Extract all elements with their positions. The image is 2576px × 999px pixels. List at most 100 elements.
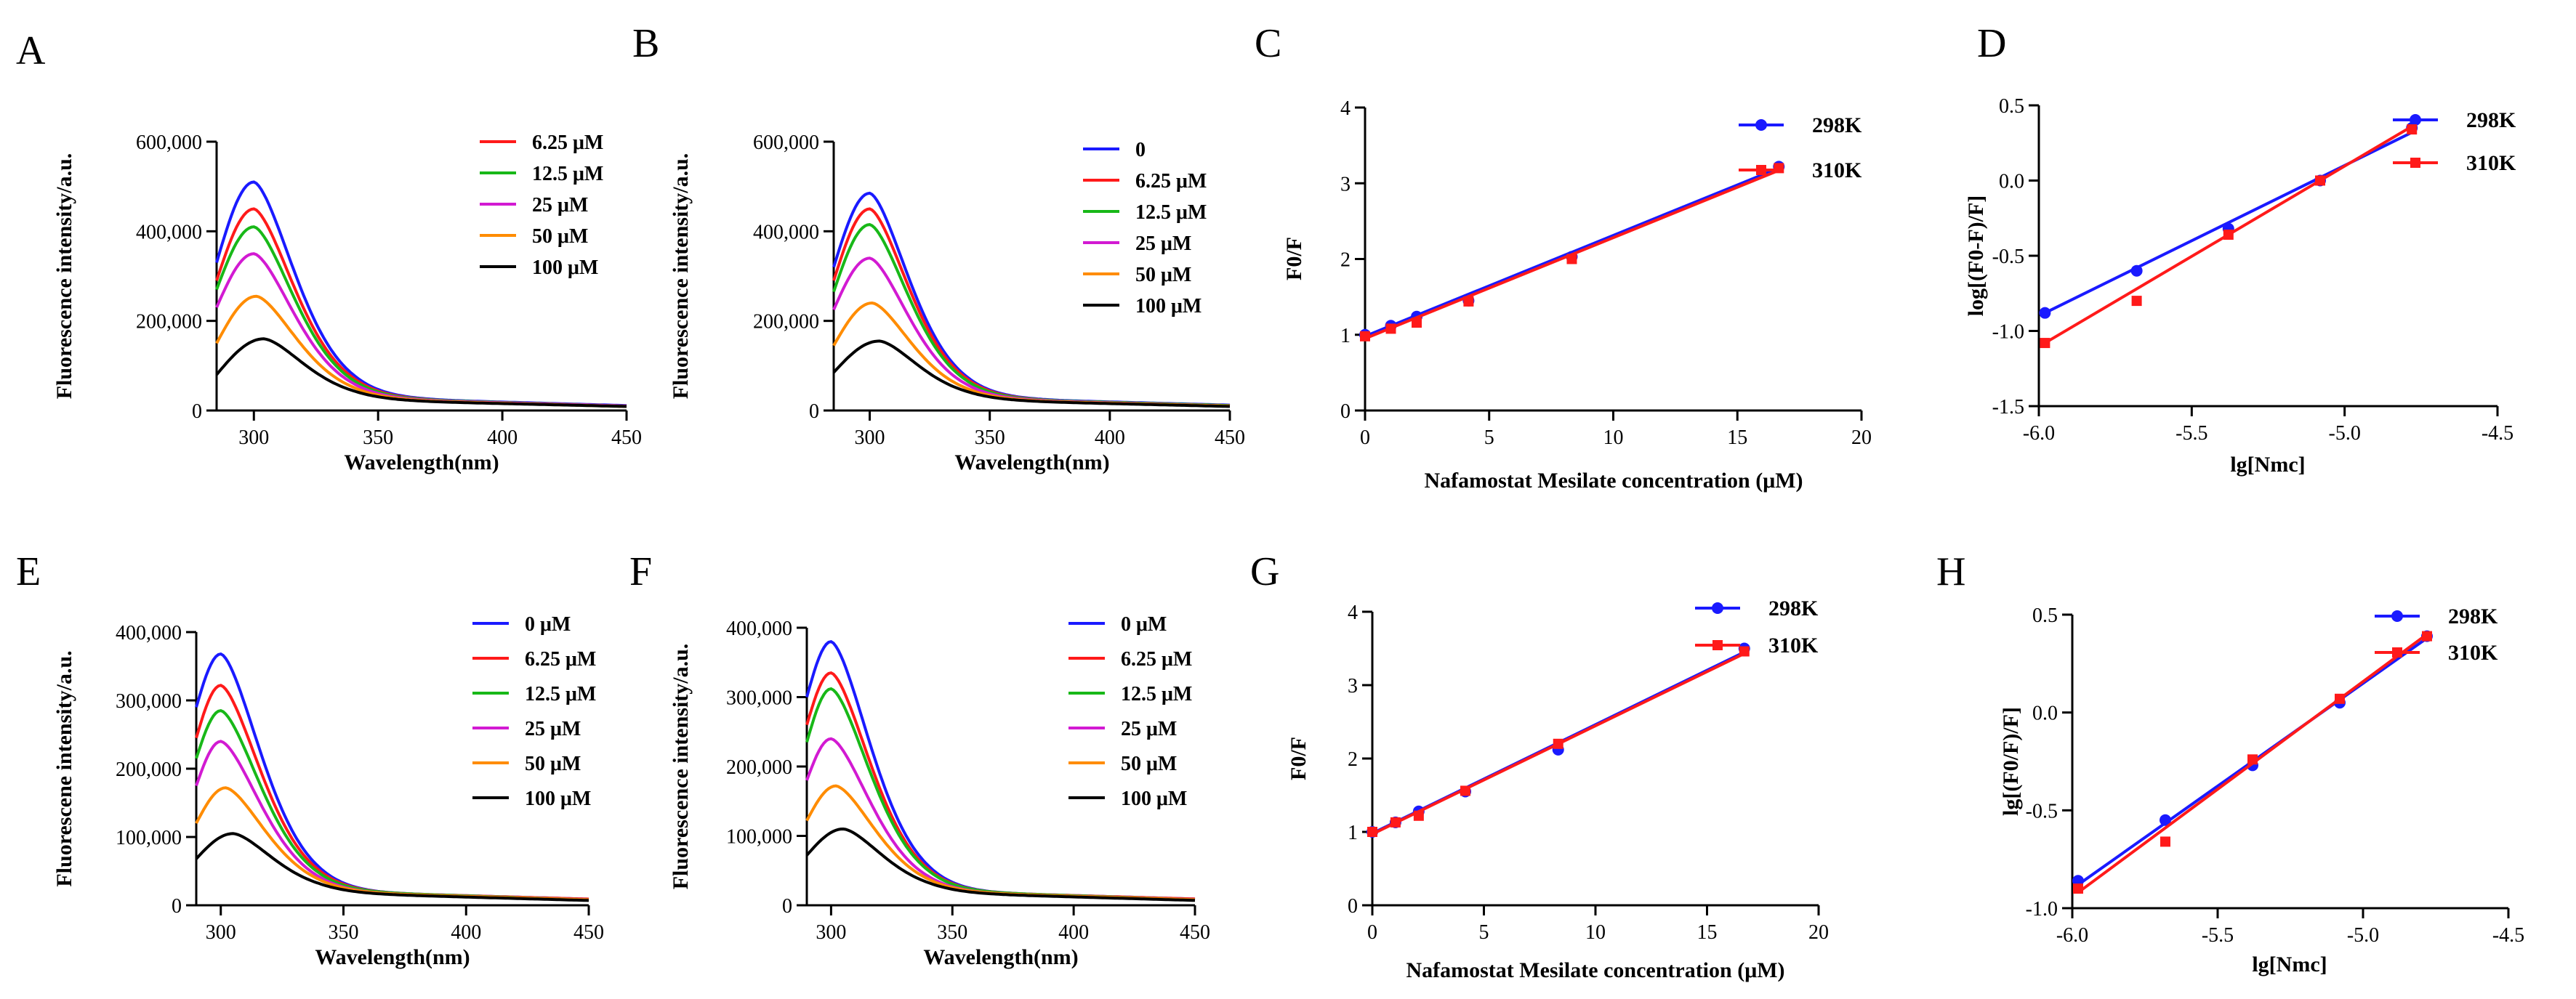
y-tick-label: 3 — [1348, 675, 1358, 697]
legend-label: 12.5 μM — [1135, 201, 1207, 224]
y-tick-label: 2 — [1348, 748, 1358, 771]
data-point-310K — [2040, 338, 2050, 349]
x-tick-label: 400 — [1058, 921, 1089, 944]
data-point-310K — [1412, 318, 1422, 328]
data-point-310K — [1774, 163, 1784, 174]
y-tick-label: 0 — [1340, 400, 1351, 423]
y-tick-label: -0.5 — [1992, 246, 2024, 268]
data-point-310K — [1360, 331, 1370, 341]
x-tick-label: 350 — [363, 426, 393, 449]
y-tick-label: 200,000 — [136, 311, 202, 333]
legend-marker — [1755, 119, 1767, 131]
data-point-310K — [2131, 296, 2142, 307]
data-point-298K — [2130, 264, 2143, 277]
x-tick-label: -5.0 — [2347, 924, 2379, 947]
panel-c: 0 1 2 3 4 0 5 10 15 20 Nafamostat Mesilate concent… — [1282, 97, 1872, 493]
y-tick-label: 0 — [782, 895, 792, 918]
y-axis-label: Fluorescene intensity/a.u. — [52, 650, 76, 886]
y-tick-label: 0.0 — [2032, 703, 2058, 725]
y-tick-label: 100,000 — [726, 826, 792, 849]
legend-label: 12.5 μM — [1121, 683, 1192, 705]
data-point-310K — [1460, 785, 1471, 796]
legend-label: 298K — [2466, 108, 2516, 132]
legend-label: 0 — [1135, 139, 1146, 161]
panel-letter-a: A — [16, 28, 46, 73]
y-tick-label: 100,000 — [116, 827, 182, 849]
y-tick-label: 600,000 — [753, 132, 819, 154]
x-axis-label: Nafamostat Mesilate concentration (μM) — [1424, 469, 1803, 493]
legend-marker — [2391, 610, 2403, 622]
y-axis-label: lg[(F0/F)/F] — [1999, 707, 2023, 816]
x-tick-label: -4.5 — [2492, 924, 2524, 947]
x-axis-label: Wavelength(nm) — [344, 450, 499, 474]
panel-a: 0 200,000 400,000 600,000 300 350 400 450 Wavele… — [52, 132, 642, 474]
y-axis-label: F0/F — [1287, 737, 1311, 780]
legend-label: 50 μM — [1135, 264, 1191, 286]
y-tick-label: -1.0 — [2026, 898, 2058, 921]
y-tick-label: 0 — [809, 400, 819, 423]
legend-marker — [1712, 640, 1723, 650]
panel-letter-f: F — [629, 549, 652, 594]
legend-label: 12.5 μM — [532, 163, 603, 185]
y-tick-label: 0.5 — [1999, 95, 2024, 118]
y-tick-label: 4 — [1348, 602, 1358, 624]
x-tick-label: 450 — [611, 426, 642, 449]
x-tick-label: 350 — [937, 921, 967, 944]
x-tick-label: 10 — [1585, 921, 1606, 944]
legend-label: 6.25 μM — [1135, 170, 1207, 193]
x-axis-label: Nafamostat Mesilate concentration (μM) — [1406, 958, 1784, 982]
legend-label: 25 μM — [532, 194, 588, 217]
legend-marker — [1712, 602, 1723, 614]
panel-letter-d: D — [1977, 21, 2006, 66]
data-point-310K — [2247, 754, 2258, 765]
data-point-310K — [1566, 254, 1577, 264]
legend-label: 6.25 μM — [532, 132, 603, 154]
x-tick-label: 20 — [1808, 921, 1829, 944]
y-tick-label: 300,000 — [116, 690, 182, 713]
panel-e: 0 100,000 200,000 300,000 400,000 300 350 400 45… — [52, 613, 604, 969]
spectrum-line-black — [195, 832, 589, 902]
data-point-310K — [2073, 883, 2083, 894]
y-tick-label: 200,000 — [753, 311, 819, 333]
legend-label: 25 μM — [1135, 232, 1191, 255]
x-tick-label: -6.0 — [2056, 924, 2088, 947]
legend-label: 50 μM — [532, 225, 588, 248]
data-point-310K — [1463, 296, 1474, 307]
y-tick-label: 2 — [1340, 249, 1351, 272]
panel-letter-h: H — [1936, 549, 1965, 594]
legend-label: 310K — [2466, 151, 2516, 175]
legend-label: 298K — [2448, 604, 2498, 628]
x-tick-label: 5 — [1484, 426, 1494, 449]
panel-letter-c: C — [1255, 21, 1281, 66]
spectrum-line-black — [805, 827, 1196, 902]
spectrum-line-orange — [215, 294, 627, 408]
legend-label: 100 μM — [532, 256, 598, 279]
x-tick-label: 0 — [1360, 426, 1370, 449]
x-tick-label: 10 — [1603, 426, 1624, 449]
data-point-310K — [1367, 827, 1377, 837]
data-point-310K — [1385, 323, 1396, 334]
legend-label: 6.25 μM — [525, 648, 596, 671]
y-axis-label: Fluorescence intensity/a.u. — [669, 153, 693, 400]
legend-label: 310K — [1812, 158, 1862, 182]
legend-label: 310K — [1768, 634, 1819, 658]
y-tick-label: 300,000 — [726, 687, 792, 710]
y-tick-label: 4 — [1340, 97, 1351, 120]
y-tick-label: 400,000 — [726, 618, 792, 640]
x-axis-label: Wavelength(nm) — [315, 945, 470, 969]
legend-label: 100 μM — [1121, 788, 1187, 810]
legend-label: 0 μM — [525, 613, 571, 636]
x-tick-label: 15 — [1727, 426, 1747, 449]
panel-h: -1.0 -0.5 0.0 0.5 -6.0 -5.5 -5.0 -4.5 lg[Nmc] lg[… — [1999, 604, 2524, 976]
legend-label: 310K — [2448, 641, 2498, 665]
data-point-298K — [2039, 307, 2051, 319]
spectrum-line-black — [215, 337, 627, 408]
data-point-310K — [2160, 836, 2170, 847]
spectrum-line-orange — [832, 301, 1230, 408]
x-tick-label: 450 — [1215, 426, 1245, 449]
x-tick-label: -6.0 — [2023, 422, 2055, 445]
panel-letter-b: B — [632, 21, 659, 66]
y-tick-label: 200,000 — [116, 759, 182, 781]
y-tick-label: 0 — [1348, 895, 1358, 918]
data-point-310K — [1390, 817, 1401, 828]
